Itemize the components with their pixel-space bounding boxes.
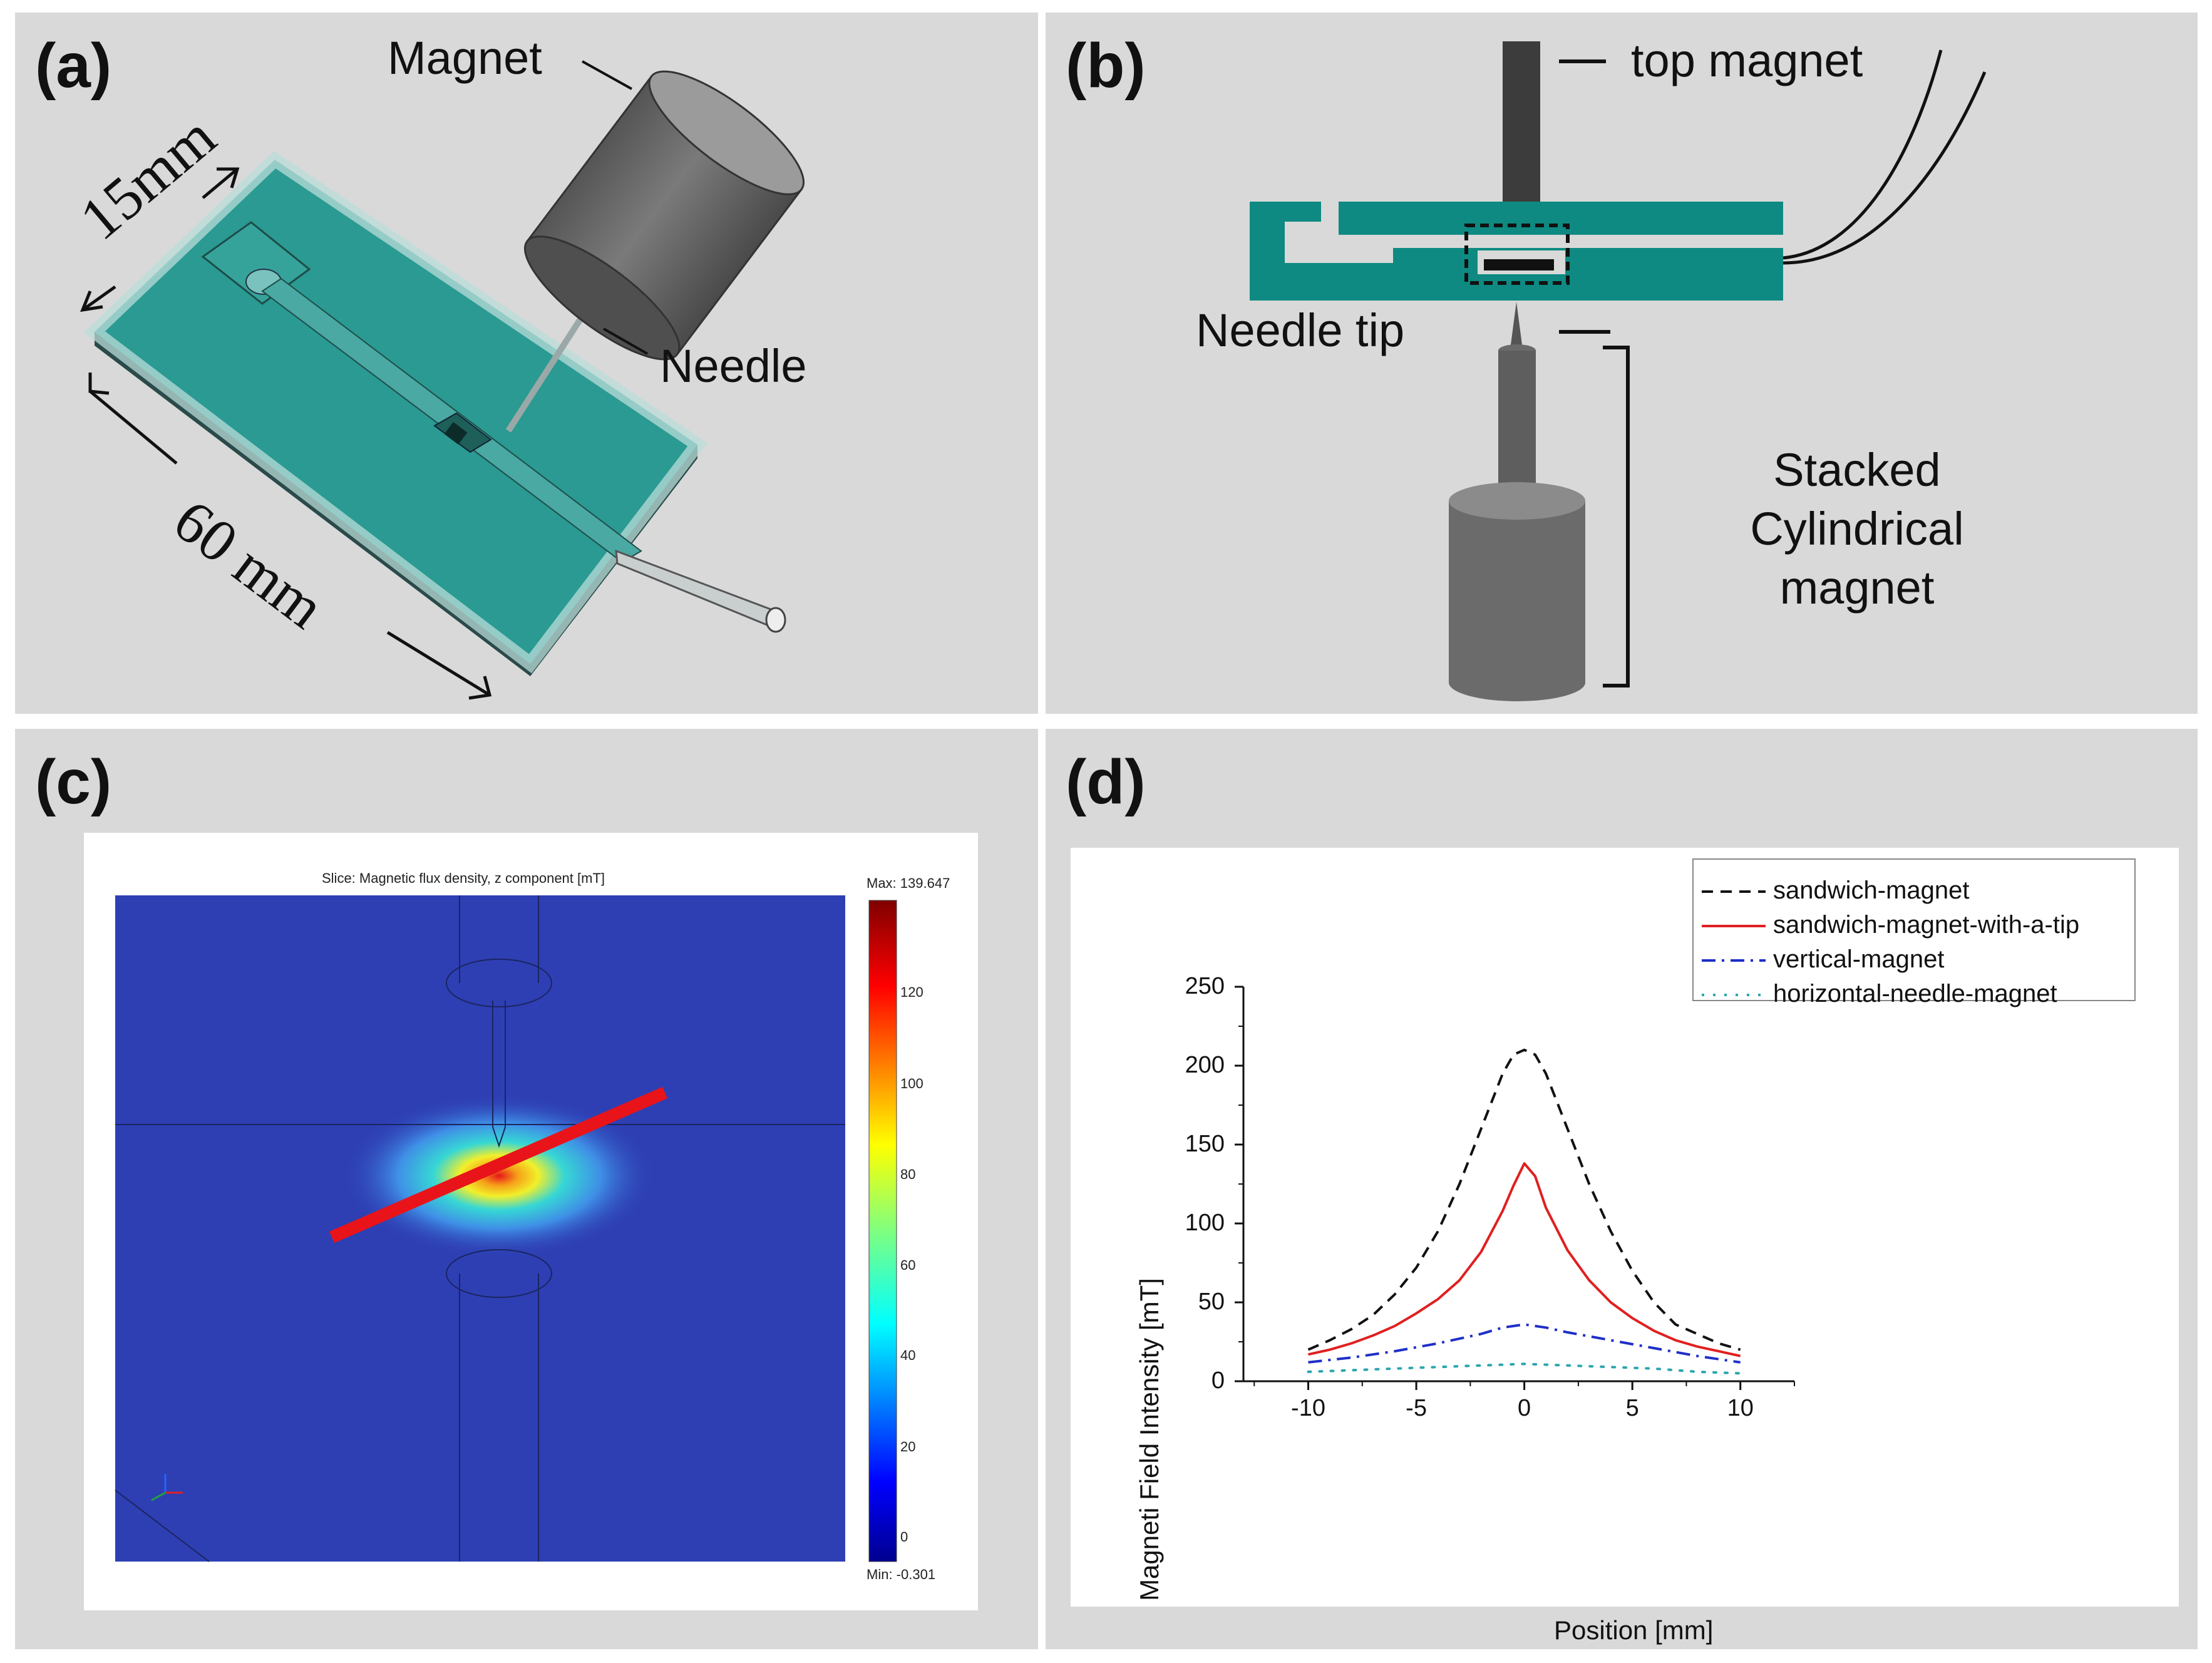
colorbar-tick: 20 bbox=[900, 1439, 916, 1454]
chip-channel bbox=[1285, 202, 1784, 263]
series-line-sandwich-magnet bbox=[1307, 1048, 1741, 1351]
trap-region-box bbox=[1464, 224, 1570, 285]
slice-title: Slice: Magnetic flux density, z componen… bbox=[322, 870, 605, 886]
top-magnet bbox=[1503, 41, 1540, 205]
outlet-tube bbox=[615, 549, 779, 631]
stacked-magnet-bracket bbox=[1603, 346, 1630, 687]
cut-line bbox=[329, 1086, 667, 1243]
legend-box bbox=[1692, 858, 2136, 1001]
y-tick-label: 0 bbox=[1211, 1367, 1225, 1394]
colorbar-tick: 0 bbox=[900, 1529, 908, 1545]
panel-b: (b) top magnet Needle tip Stacked Cylind… bbox=[1046, 13, 2198, 714]
x-tick-label: -5 bbox=[1406, 1395, 1427, 1421]
colorbar-tick: 100 bbox=[900, 1076, 923, 1091]
panel-d-letter: (d) bbox=[1066, 747, 1146, 817]
chart-canvas bbox=[1235, 858, 2136, 1390]
series-line-vertical-magnet bbox=[1308, 1323, 1741, 1364]
stacked-label-line-3: magnet bbox=[1779, 562, 1935, 614]
stacked-label-line-2: Cylindrical bbox=[1750, 503, 1964, 555]
top-magnet-label: top magnet bbox=[1631, 34, 1863, 86]
stacked-magnet-shaft bbox=[1498, 351, 1536, 507]
geometry-outlines bbox=[115, 895, 845, 1562]
y-axis-label: Magneti Field Intensity [mT] bbox=[1134, 1278, 1164, 1601]
trap-core bbox=[444, 421, 468, 445]
y-tick-label: 50 bbox=[1198, 1289, 1225, 1315]
simulation-figure: Slice: Magnetic flux density, z componen… bbox=[84, 833, 978, 1610]
y-tick-label: 200 bbox=[1185, 1052, 1225, 1078]
x-tick-label: 10 bbox=[1727, 1395, 1754, 1421]
flux-density-slice bbox=[115, 895, 897, 1562]
legend-label: sandwich-magnet-with-a-tip bbox=[1773, 911, 2080, 939]
colorbar-tick: 60 bbox=[900, 1257, 916, 1273]
stacked-label-line-1: Stacked bbox=[1773, 444, 1941, 496]
x-tick-label: -10 bbox=[1291, 1395, 1325, 1421]
line-chart: Magneti Field Intensity [mT] Position [m… bbox=[1071, 848, 2179, 1645]
x-tick-label: 5 bbox=[1625, 1395, 1639, 1421]
panel-a: (a) Magnet Needle 15mm 60 mm bbox=[15, 13, 1038, 714]
tube-outer bbox=[1782, 71, 1987, 265]
colorbar-min-label: Min: -0.301 bbox=[867, 1567, 936, 1582]
needle-tip-label: Needle tip bbox=[1196, 304, 1405, 356]
legend-label: vertical-magnet bbox=[1773, 945, 1945, 973]
cross-section-illustration bbox=[1250, 41, 1987, 701]
chip-top-rim bbox=[84, 150, 707, 674]
panel-c-letter: (c) bbox=[35, 747, 112, 817]
magnet-label: Magnet bbox=[388, 32, 542, 84]
colorbar-max-label: Max: 139.647 bbox=[867, 875, 950, 891]
width-arrows bbox=[80, 167, 240, 312]
series-line-horizontal-needle-magnet bbox=[1307, 1362, 1742, 1375]
trapped-particles bbox=[1484, 259, 1554, 270]
panel-d: (d) Magneti Field Intensity [mT] Positio… bbox=[1046, 729, 2198, 1649]
x-tick-label: 0 bbox=[1518, 1395, 1531, 1421]
outlet-tube-end bbox=[765, 607, 786, 633]
panel-c: (c) bbox=[15, 729, 1038, 1649]
legend-label: horizontal-needle-magnet bbox=[1773, 980, 2057, 1007]
colorbar bbox=[868, 900, 897, 1562]
colorbar-tick: 80 bbox=[900, 1166, 916, 1182]
y-tick-label: 150 bbox=[1185, 1131, 1225, 1157]
chip-3d-illustration bbox=[80, 60, 805, 700]
y-tick-label: 250 bbox=[1185, 973, 1225, 999]
x-axis-label: Position [mm] bbox=[1554, 1615, 1714, 1645]
needle-tip bbox=[1510, 302, 1523, 349]
panel-b-letter: (b) bbox=[1066, 31, 1146, 101]
colorbar-tick: 120 bbox=[900, 984, 923, 1000]
magnet-leader bbox=[582, 60, 632, 90]
magnet-cylinder bbox=[523, 70, 805, 361]
series-line-sandwich-magnet-with-a-tip bbox=[1308, 1162, 1741, 1357]
colorbar-tick: 40 bbox=[900, 1347, 916, 1363]
y-tick-label: 100 bbox=[1185, 1210, 1225, 1236]
axis-triad-icon bbox=[151, 1474, 183, 1501]
legend-label: sandwich-magnet bbox=[1773, 877, 1970, 904]
tube-inner bbox=[1782, 49, 1943, 260]
stacked-magnet-base bbox=[1449, 501, 1585, 682]
length-arrows bbox=[88, 373, 492, 700]
needle-label: Needle bbox=[660, 340, 807, 392]
needle-leader bbox=[603, 327, 648, 355]
panel-a-letter: (a) bbox=[35, 31, 112, 101]
